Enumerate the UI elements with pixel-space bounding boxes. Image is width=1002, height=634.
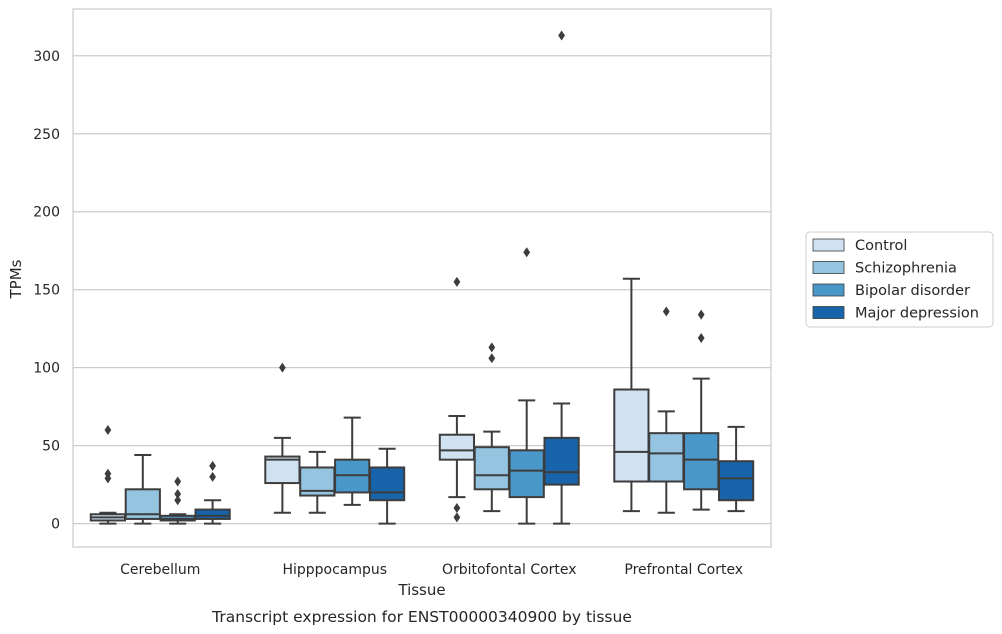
y-tick-label: 150	[33, 283, 60, 299]
legend-label: Schizophrenia	[855, 261, 957, 277]
outlier-point	[174, 476, 182, 487]
outlier-point	[558, 30, 565, 41]
legend-label: Major depression	[855, 306, 979, 322]
legend: Control Schizophrenia Bipolar disorder Majo…	[805, 231, 994, 328]
box-group	[194, 460, 231, 525]
box-group	[334, 416, 371, 506]
box-group	[124, 453, 161, 525]
y-axis-label: TPMs	[7, 259, 25, 299]
outlier-point	[697, 333, 705, 344]
box-group	[159, 476, 196, 525]
outlier-point	[488, 353, 496, 364]
box-group	[299, 450, 336, 514]
outlier-point	[279, 362, 286, 373]
box-group	[683, 309, 720, 511]
box-iqr	[543, 436, 580, 486]
outlier-point	[174, 488, 182, 499]
legend-swatch	[812, 283, 845, 297]
chart-caption: Transcript expression for ENST0000034090…	[211, 608, 632, 626]
y-tick-label: 50	[42, 439, 60, 455]
y-tick-label: 250	[33, 127, 60, 143]
x-tick-labels: Cerebellum Hipppocampus Orbitofontal Corte…	[120, 562, 743, 578]
legend-label: Control	[855, 238, 907, 254]
x-tick-label: Orbitofontal Cortex	[442, 562, 577, 578]
x-tick-label: Prefrontal Cortex	[624, 562, 743, 578]
outlier-point	[488, 342, 496, 353]
box-group	[648, 306, 685, 514]
box-iqr	[438, 433, 476, 461]
outlier-point	[174, 495, 182, 506]
y-tick-label: 200	[33, 205, 60, 221]
outlier-point	[697, 309, 705, 320]
legend-swatch	[812, 238, 845, 252]
legend-frame	[805, 231, 994, 328]
y-tick-label: 300	[33, 49, 60, 65]
y-tick-label: 0	[51, 517, 60, 533]
box-iqr	[368, 466, 406, 502]
box-iqr	[194, 508, 231, 520]
legend-swatch	[812, 261, 845, 274]
boxes	[89, 30, 755, 525]
y-tick-labels: 0 50 100 150 200 250 300	[33, 49, 60, 533]
box-iqr	[508, 449, 545, 499]
box-group	[89, 425, 127, 525]
box-iqr	[473, 446, 510, 491]
box-iqr	[683, 432, 720, 491]
outlier-point	[104, 425, 112, 436]
box-iqr	[717, 460, 755, 502]
outlier-point	[453, 512, 461, 523]
outlier-point	[453, 276, 461, 287]
gridlines	[73, 55, 771, 525]
outlier-point	[104, 473, 112, 484]
x-tick-label: Hipppocampus	[282, 562, 387, 578]
box-group	[543, 30, 580, 525]
box-iqr	[613, 388, 650, 483]
outlier-point	[453, 503, 461, 514]
y-tick-label: 100	[33, 361, 60, 377]
x-axis-label: Tissue	[397, 581, 445, 599]
outlier-point	[662, 306, 670, 317]
outlier-point	[209, 460, 216, 471]
legend-label: Bipolar disorder	[855, 283, 970, 299]
outlier-point	[209, 471, 216, 482]
plot-frame	[72, 8, 772, 548]
box-group	[368, 447, 406, 525]
box-group	[264, 362, 301, 514]
box-group	[613, 277, 650, 513]
x-tick-label: Cerebellum	[120, 562, 200, 578]
legend-swatch	[812, 306, 845, 319]
outlier-point	[523, 247, 531, 258]
box-group	[438, 276, 476, 523]
box-group	[717, 425, 755, 513]
box-iqr	[648, 432, 685, 483]
box-group	[508, 247, 545, 525]
